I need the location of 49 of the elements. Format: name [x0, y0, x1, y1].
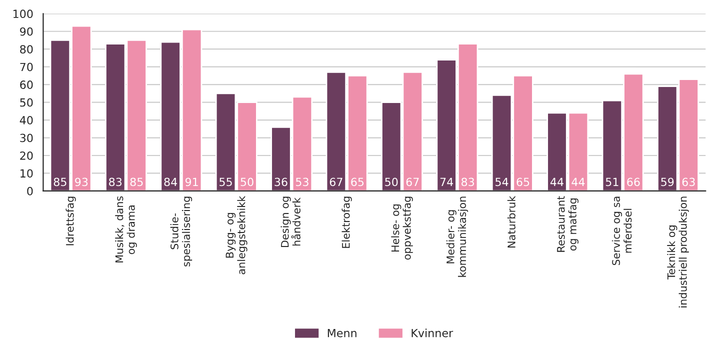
data-label: 66	[627, 178, 640, 186]
data-label: 51	[606, 178, 618, 186]
x-tick-label: Elektrofag	[342, 196, 352, 248]
data-label: 50	[240, 178, 254, 186]
y-tick-label: 50	[20, 98, 33, 107]
x-tick-label: Teknikk og industriell produksjon	[667, 196, 689, 308]
x-tick-label: Design og håndverk	[280, 196, 300, 248]
x-tick-label: Musikk, dans og drama	[115, 196, 137, 262]
x-tick-label: Restaurant og matfag	[557, 196, 578, 252]
data-label: 44	[550, 178, 564, 186]
data-label: 53	[296, 178, 308, 186]
data-label: 85	[54, 178, 66, 186]
data-label: 65	[516, 178, 530, 186]
data-label: 83	[109, 178, 122, 186]
y-tick-label: 40	[20, 116, 33, 124]
data-label: 36	[274, 178, 288, 186]
data-label: 93	[75, 178, 88, 186]
y-tick-label: 60	[20, 80, 33, 89]
y-tick-label: 20	[20, 151, 33, 160]
data-label: 91	[185, 178, 198, 186]
y-tick-label: 30	[20, 134, 33, 142]
y-tick-label: 70	[20, 62, 33, 72]
data-label: 67	[330, 178, 342, 186]
data-label: 83	[462, 178, 474, 186]
data-label: 55	[220, 178, 232, 186]
x-tick-label: Service og sa mferdsel	[612, 196, 632, 266]
data-label: 67	[406, 178, 419, 186]
data-label: 85	[130, 178, 143, 186]
y-tick-label: 0	[27, 186, 33, 196]
data-label: 84	[164, 178, 178, 186]
data-label: 50	[385, 178, 398, 186]
data-label: 63	[682, 178, 695, 186]
y-tick-label: 100	[13, 10, 33, 18]
data-label: 59	[661, 178, 674, 186]
y-tick-label: 90	[20, 27, 33, 36]
data-label: 54	[496, 178, 508, 186]
x-tick-label: Helse- og oppvekstfag	[391, 196, 413, 260]
legend-label: Menn	[328, 328, 356, 338]
data-label: 44	[572, 178, 585, 186]
legend-label: Kvinner	[412, 328, 454, 338]
x-tick-label: Naturbruk	[507, 196, 516, 248]
y-tick-label: 10	[20, 169, 33, 178]
x-tick-label: Idrettsfag	[66, 196, 76, 246]
x-tick-label: Studie- spesialisering	[170, 196, 192, 266]
x-tick-label: Medier- og kommunikasjon	[446, 196, 468, 277]
data-label: 74	[440, 178, 454, 186]
y-tick-label: 80	[20, 45, 33, 54]
data-label: 65	[351, 178, 364, 186]
x-tick-label: Bygg- og anleggsteknikk	[226, 196, 248, 274]
